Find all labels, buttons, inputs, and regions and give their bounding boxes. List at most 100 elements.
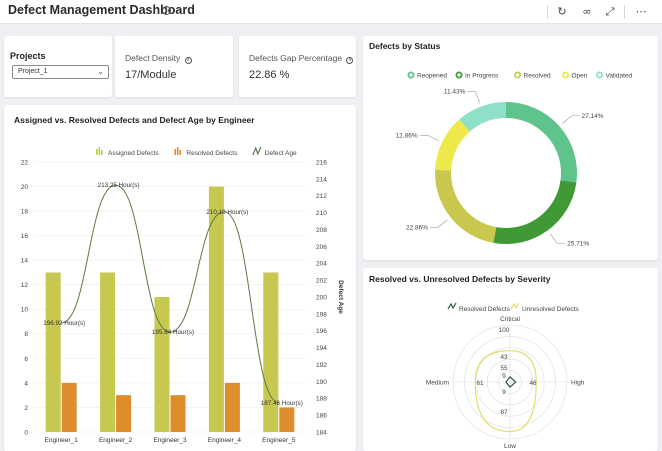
legend-swatch <box>407 71 415 79</box>
slice-label: 22.86% <box>406 224 428 231</box>
age-data-label: 196.92 Hour(s) <box>43 320 85 327</box>
y2-tick-label: 198 <box>316 311 327 318</box>
legend-swatch <box>176 147 179 155</box>
link-icon[interactable]: ∞ <box>582 5 592 18</box>
bar-assigned <box>208 186 224 432</box>
project-select-value: Project_1 <box>18 68 48 75</box>
y2-tick-label: 200 <box>316 294 327 301</box>
slice-leader-line <box>549 233 566 244</box>
donut-slice <box>493 180 577 244</box>
x-tick-label: Engineer_3 <box>153 437 187 444</box>
radar-value-label: 100 <box>499 327 510 334</box>
x-tick-label: Engineer_1 <box>45 437 79 444</box>
legend-swatch <box>561 71 569 79</box>
legend-label: Reopened <box>417 73 447 80</box>
status-chart-card: Defects by Status Reopened In Progress Res… <box>363 36 658 260</box>
y2-tick-label: 206 <box>316 244 327 251</box>
legend-swatch <box>595 71 603 79</box>
chart-title: Assigned vs. Resolved Defects and Defect… <box>14 115 255 125</box>
slice-label: 12.86% <box>396 132 418 139</box>
y2-tick-label: 204 <box>316 261 327 268</box>
chevron-down-icon: ⌄ <box>97 67 104 76</box>
y-tick-label: 8 <box>24 331 28 338</box>
age-data-label: 213.25 Hour(s) <box>98 182 140 189</box>
kpi-value: 17/Module <box>125 69 177 81</box>
y2-tick-label: 208 <box>316 227 327 234</box>
info-icon[interactable]: i <box>184 57 192 64</box>
x-tick-label: Engineer_5 <box>262 437 296 444</box>
expand-icon[interactable]: ⤢ <box>605 5 615 18</box>
y-tick-label: 14 <box>21 258 29 265</box>
age-data-label: 210.10 Hour(s) <box>206 209 248 216</box>
y-tick-label: 16 <box>21 233 29 240</box>
legend-label: Unresolved Defects <box>522 306 579 313</box>
radar-axis-label: Low <box>504 443 516 450</box>
y2-tick-label: 184 <box>316 429 327 436</box>
slice-label: 25.71% <box>567 241 589 248</box>
y-tick-label: 12 <box>21 282 29 289</box>
legend-swatch <box>252 146 262 156</box>
bar-assigned <box>45 272 61 432</box>
y-tick-label: 0 <box>24 429 28 436</box>
info-icon[interactable]: i <box>346 57 354 64</box>
legend-label: Assigned Defects <box>108 150 159 157</box>
y-tick-label: 10 <box>21 307 29 314</box>
y2-tick-label: 188 <box>316 396 327 403</box>
severity-chart-card: Resolved vs. Unresolved Defects by Sever… <box>363 268 658 451</box>
kpi-value: 22.86 % <box>249 69 290 81</box>
bar-resolved <box>116 395 132 432</box>
legend-swatch <box>513 71 521 79</box>
page-title: Defect Management Dashboard <box>8 3 195 17</box>
engineer-chart: Assigned Defects Resolved Defects Defect A… <box>21 146 344 444</box>
legend-swatch <box>98 147 101 155</box>
refresh-icon[interactable]: ↻ <box>557 5 567 18</box>
y-tick-label: 6 <box>24 356 28 363</box>
radar-unresolved-series <box>474 350 537 433</box>
y2-axis-label: Defect Age <box>337 280 344 314</box>
engineer-chart-card: Assigned vs. Resolved Defects and Defect… <box>4 105 356 451</box>
y2-tick-label: 196 <box>316 328 327 335</box>
donut-slice <box>459 102 506 132</box>
radar-value-label: 87 <box>500 409 508 416</box>
kpi-label: Defect Density i <box>125 53 192 64</box>
x-tick-label: Engineer_4 <box>208 437 242 444</box>
legend-swatch <box>455 71 463 79</box>
donut-slice <box>435 169 497 243</box>
radar-value-label: 9 <box>502 373 506 380</box>
slice-leader-line <box>419 134 439 141</box>
bar-assigned <box>100 272 116 432</box>
projects-title: Projects <box>10 51 46 61</box>
radar-axis-label: High <box>571 379 585 386</box>
legend-label: Resolved Defects <box>186 150 238 157</box>
defect-density-card: Defect Density i 17/Module <box>115 36 233 97</box>
bar-resolved <box>224 382 240 432</box>
slice-leader-line <box>562 115 580 124</box>
age-data-label: 187.46 Hour(s) <box>261 400 303 407</box>
legend-swatch <box>447 302 457 310</box>
radar-value-label: 9 <box>502 389 506 396</box>
bar-assigned <box>263 272 279 432</box>
legend-swatch <box>510 302 520 310</box>
kpi-label: Defects Gap Percentage i <box>249 53 354 64</box>
y2-tick-label: 186 <box>316 413 327 420</box>
legend-label: Resolved <box>524 73 551 80</box>
info-icon[interactable]: i <box>162 6 171 15</box>
y2-tick-label: 212 <box>316 193 327 200</box>
legend-label: Defect Age <box>265 150 297 157</box>
legend-label: Open <box>572 73 588 80</box>
toolbar-divider <box>624 5 625 19</box>
project-select[interactable]: Project_1 ⌄ <box>12 65 109 79</box>
x-tick-label: Engineer_2 <box>99 437 133 444</box>
radar-value-label: 61 <box>476 380 484 387</box>
radar-value-label: 46 <box>529 380 537 387</box>
donut-slice <box>506 102 577 183</box>
status-donut-chart: Reopened In Progress Resolved Open Validated… <box>396 71 633 248</box>
more-icon[interactable]: ⋯ <box>635 5 647 18</box>
y-tick-label: 4 <box>24 380 28 387</box>
radar-resolved-series <box>505 375 517 389</box>
slice-label: 27.14% <box>582 113 604 120</box>
y2-tick-label: 202 <box>316 278 327 285</box>
age-data-label: 195.84 Hour(s) <box>152 329 194 336</box>
radar-axis-label: Medium <box>426 379 449 386</box>
legend-swatch <box>174 149 176 155</box>
